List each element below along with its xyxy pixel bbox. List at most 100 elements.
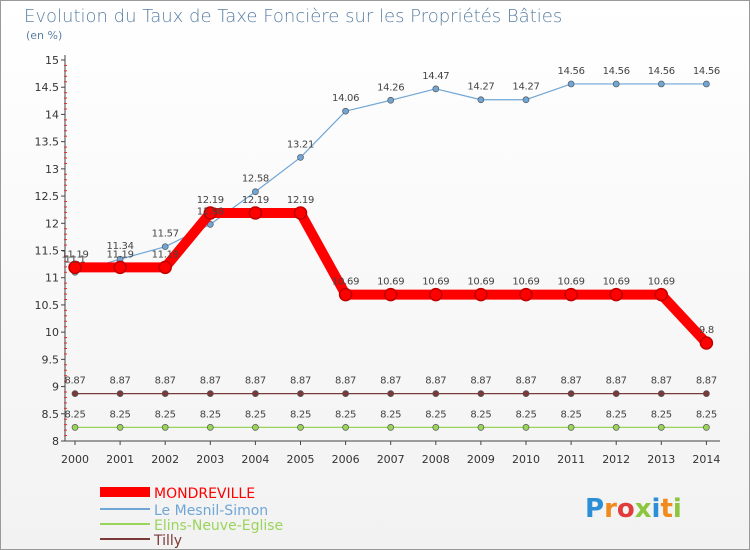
- logo-letter: i: [652, 494, 661, 524]
- series-1: [71, 80, 710, 276]
- data-label: 8.87: [470, 376, 491, 387]
- data-point: [293, 206, 308, 220]
- x-tick-label: 2009: [467, 453, 495, 466]
- data-point: [429, 287, 443, 302]
- logo-letter: P: [585, 494, 604, 524]
- data-label: 8.87: [64, 376, 85, 387]
- data-label: 8.25: [470, 409, 491, 420]
- data-label: 10.69: [648, 277, 675, 288]
- data-label: 8.25: [425, 409, 446, 420]
- data-label: 8.25: [335, 409, 356, 420]
- data-point: [432, 390, 440, 397]
- y-tick-label: 10: [45, 326, 59, 339]
- data-point: [206, 424, 214, 431]
- data-point: [203, 206, 218, 220]
- y-tick-label: 9.5: [42, 353, 60, 366]
- x-tick-label: 2012: [602, 453, 630, 466]
- chart-title: Evolution du Taux de Taxe Foncière sur l…: [24, 6, 562, 27]
- data-point: [71, 390, 79, 397]
- x-tick-label: 2008: [422, 453, 450, 466]
- data-label: 8.25: [380, 409, 401, 420]
- data-point: [703, 424, 710, 431]
- legend-label: Le Mesnil-Simon: [154, 503, 268, 519]
- data-point: [161, 243, 169, 251]
- data-point: [477, 390, 485, 397]
- data-label: 8.87: [696, 376, 717, 387]
- x-tick-label: 2006: [332, 453, 360, 466]
- logo-letter: i: [673, 494, 682, 524]
- y-tick-label: 8.5: [42, 408, 60, 421]
- data-label: 8.87: [200, 376, 221, 387]
- data-point: [612, 390, 620, 397]
- data-point: [161, 424, 169, 431]
- data-label: 8.25: [561, 409, 582, 420]
- y-tick-label: 13: [45, 163, 59, 176]
- data-label: 14.56: [603, 66, 630, 77]
- data-point: [342, 424, 349, 431]
- data-label: 8.25: [651, 409, 672, 420]
- x-tick-label: 2000: [61, 453, 89, 466]
- data-point: [71, 424, 79, 431]
- data-point: [474, 287, 488, 302]
- data-label: 8.87: [515, 376, 536, 387]
- data-point: [567, 390, 575, 397]
- y-tick-label: 14.5: [35, 81, 60, 94]
- data-point: [432, 424, 440, 431]
- series-line: [74, 83, 708, 273]
- data-point: [477, 96, 485, 104]
- logo-letter: o: [617, 494, 635, 524]
- data-point: [522, 390, 530, 397]
- data-point: [699, 336, 714, 350]
- data-point: [703, 80, 710, 88]
- legend-label: Elins-Neuve-Eglise: [154, 518, 283, 534]
- x-tick-label: 2011: [557, 453, 585, 466]
- data-point: [158, 260, 172, 275]
- x-tick-label: 2002: [151, 453, 179, 466]
- data-label: 14.56: [648, 66, 675, 77]
- data-label: 10.69: [558, 277, 585, 288]
- data-point: [612, 80, 620, 88]
- data-label: 12.19: [287, 195, 314, 206]
- data-point: [522, 96, 530, 104]
- y-tick-label: 10.5: [35, 299, 60, 312]
- series-3: [71, 390, 710, 397]
- data-label: 10.69: [377, 277, 404, 288]
- data-point: [609, 287, 623, 302]
- data-label: 12.19: [242, 195, 269, 206]
- data-point: [567, 424, 575, 431]
- proxiti-logo: Proxiti: [585, 494, 682, 524]
- data-point: [113, 260, 127, 275]
- data-label: 10.69: [422, 277, 449, 288]
- data-point: [297, 390, 304, 397]
- data-point: [657, 80, 665, 88]
- data-label: 8.25: [110, 409, 131, 420]
- data-label: 8.25: [200, 409, 221, 420]
- data-point: [161, 390, 169, 397]
- data-label: 8.25: [64, 409, 85, 420]
- data-point: [248, 206, 263, 220]
- legend-label: Tilly: [153, 533, 182, 549]
- data-label: 14.27: [512, 82, 539, 93]
- axes: 8 8.5 9 9.5 10 10.5 11 11.5 12 12.5 13 13.5 14 14.5 15…: [35, 54, 721, 466]
- data-label: 13.21: [287, 139, 314, 150]
- data-label: 8.87: [425, 376, 446, 387]
- data-point: [297, 424, 304, 431]
- data-label: 10.69: [332, 277, 359, 288]
- data-point: [116, 424, 124, 431]
- data-point: [297, 154, 304, 161]
- x-tick-label: 2014: [692, 453, 720, 466]
- data-label: 14.27: [467, 82, 494, 93]
- data-label: 14.06: [332, 93, 359, 104]
- x-tick-label: 2003: [196, 453, 224, 466]
- y-tick-label: 11: [45, 272, 59, 285]
- data-point: [612, 424, 620, 431]
- data-label: 8.25: [290, 409, 311, 420]
- data-label: 14.26: [377, 82, 404, 93]
- y-tick-label: 11.5: [35, 245, 60, 258]
- data-point: [387, 424, 395, 431]
- data-point: [383, 287, 398, 302]
- data-point: [206, 390, 214, 397]
- data-label: 8.25: [515, 409, 536, 420]
- data-label: 8.25: [696, 409, 717, 420]
- data-label: 8.87: [561, 376, 582, 387]
